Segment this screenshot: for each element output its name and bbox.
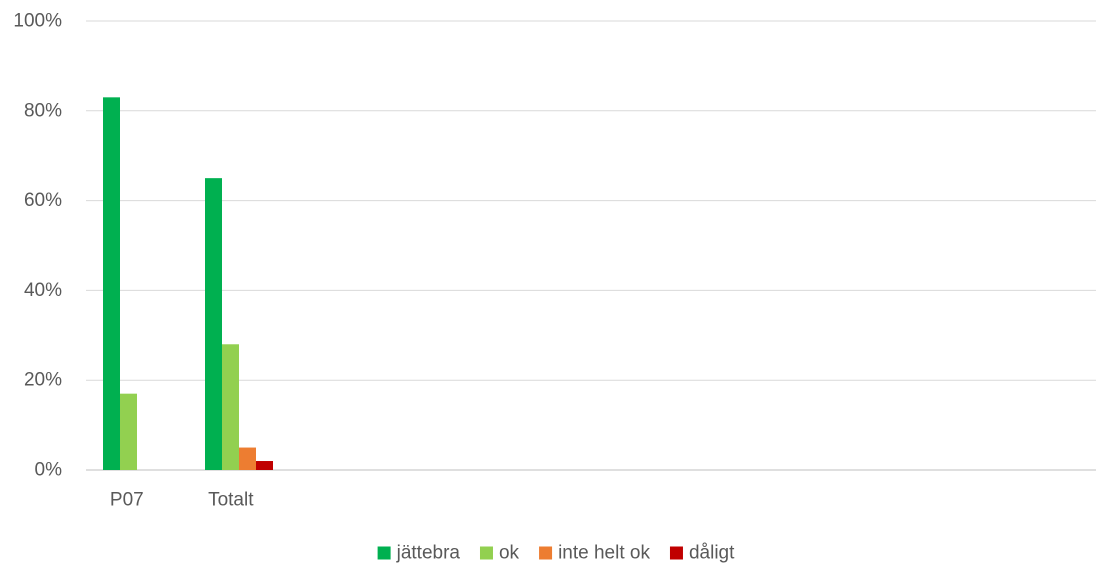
legend: jättebra ok inte helt ok dåligt xyxy=(377,543,735,564)
legend-swatch xyxy=(377,546,391,560)
bars xyxy=(103,97,273,470)
bar-totalt-1 xyxy=(205,178,222,470)
legend-swatch xyxy=(539,546,553,560)
y-tick-label: 20% xyxy=(24,370,62,391)
gridlines xyxy=(86,20,1096,471)
y-tick-label: 80% xyxy=(24,100,62,121)
legend-item: dåligt xyxy=(669,543,735,564)
y-tick-label: 0% xyxy=(35,460,63,481)
legend-label: dåligt xyxy=(689,543,735,564)
legend-label: ok xyxy=(499,543,520,564)
y-axis: 0% 20% 40% 60% 80% 100% xyxy=(13,11,62,481)
legend-item: inte helt ok xyxy=(539,543,650,564)
x-tick-label: Totalt xyxy=(208,490,254,511)
x-tick-label: P07 xyxy=(110,490,144,511)
bar-totalt-2 xyxy=(222,344,239,470)
y-tick-label: 60% xyxy=(24,190,62,211)
bar-p07-2 xyxy=(120,393,137,470)
bar-totalt-3 xyxy=(239,447,256,470)
legend-label: jättebra xyxy=(396,543,461,564)
legend-item: ok xyxy=(479,543,520,564)
x-axis: P07 Totalt xyxy=(110,490,254,511)
y-tick-label: 100% xyxy=(13,11,62,32)
legend-swatch xyxy=(479,546,493,560)
bar-totalt-4 xyxy=(256,461,273,470)
bar-p07-1 xyxy=(103,97,120,470)
legend-label: inte helt ok xyxy=(558,543,650,564)
legend-swatch xyxy=(669,546,683,560)
y-tick-label: 40% xyxy=(24,280,62,301)
legend-item: jättebra xyxy=(377,543,461,564)
